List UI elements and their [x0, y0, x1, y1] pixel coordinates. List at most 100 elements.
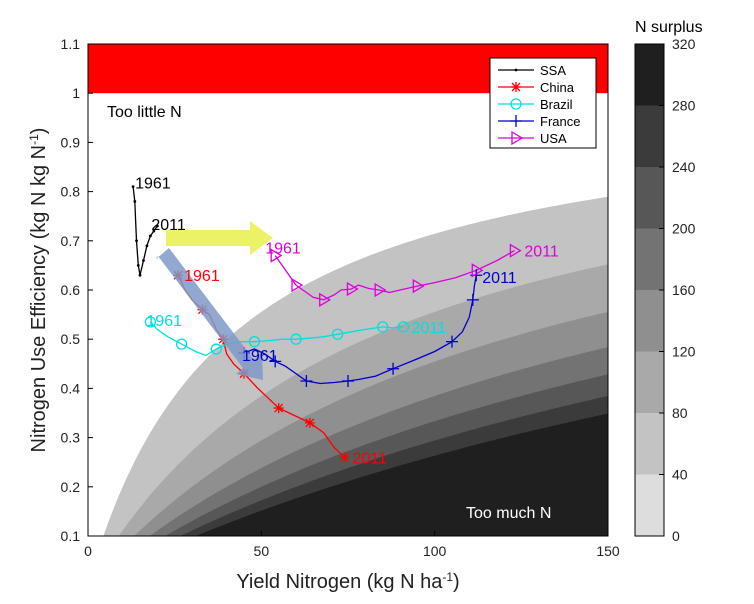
data-point: [510, 115, 522, 127]
data-point: [509, 243, 522, 258]
colorbar-cell: [635, 44, 664, 106]
data-point: [446, 335, 458, 348]
y-tick-label: 0.9: [61, 134, 81, 150]
data-point: [175, 338, 188, 350]
data-point: [374, 282, 387, 298]
data-point: [152, 229, 156, 233]
colorbar-tick-label: 0: [672, 528, 680, 544]
y-axis-title: Nitrogen Use Efficiency (kg N kg N-1): [27, 128, 50, 453]
legend-label: China: [540, 80, 575, 95]
x-tick-label: 150: [596, 543, 620, 559]
legend-label: France: [540, 114, 580, 129]
y-tick-label: 0.5: [61, 331, 81, 347]
colorbar-cell: [635, 105, 664, 167]
colorbar-tick-label: 280: [672, 98, 696, 114]
x-axis-title-sup: -1: [442, 570, 453, 584]
data-point: [511, 130, 524, 146]
surplus-bands: [103, 196, 608, 536]
surplus-band: [195, 413, 608, 536]
legend-label: USA: [540, 131, 567, 146]
data-point: [514, 68, 518, 72]
data-point: [269, 355, 282, 368]
data-point: [300, 375, 313, 388]
data-point: [138, 273, 142, 277]
series-end-label: 2011: [482, 270, 517, 287]
colorbar-cell: [635, 413, 664, 475]
series-end-label: 2011: [524, 244, 559, 261]
data-point: [387, 362, 400, 375]
y-tick-label: 0.8: [61, 184, 81, 200]
colorbar-tick-label: 160: [672, 282, 696, 298]
colorbar-cell: [635, 351, 664, 413]
series-labels: 1961 2011 1961 2011 1961 2011 1961 2011 1961 2011: [135, 176, 559, 468]
too-little-n-label: Too little N: [107, 104, 182, 121]
colorbar-tick-label: 200: [672, 221, 696, 237]
too-much-n-label: Too much N: [466, 505, 551, 522]
colorbar-tick-label: 80: [672, 405, 688, 421]
series-line-ssa: [132, 186, 158, 276]
data-point: [145, 244, 149, 248]
colorbar-title: N surplus: [635, 19, 703, 36]
data-point: [319, 292, 331, 307]
series-line-usa: [274, 250, 515, 301]
x-axis-ticks: 0 50 100 150: [84, 531, 620, 559]
data-point: [136, 264, 140, 267]
y-tick-label: 1.1: [61, 36, 81, 52]
colorbar-tick-label: 120: [672, 344, 696, 360]
colorbar-cell: [635, 474, 664, 536]
data-point: [377, 321, 389, 333]
data-point: [331, 328, 344, 340]
x-tick-label: 0: [84, 543, 92, 559]
data-point: [510, 98, 522, 110]
series-start-label: 1961: [146, 313, 182, 330]
legend-label: SSA: [540, 63, 566, 78]
data-point: [342, 375, 354, 388]
y-tick-label: 0.4: [61, 380, 81, 396]
legend: SSA China Brazil France USA: [489, 57, 597, 149]
data-point: [210, 343, 222, 355]
y-tick-label: 0.2: [61, 479, 81, 495]
y-tick-label: 0.7: [61, 233, 81, 249]
y-tick-label: 1: [72, 85, 80, 101]
colorbar-cell: [635, 290, 664, 352]
series-start-label: 1961: [135, 176, 171, 193]
data-point: [133, 200, 137, 203]
data-point: [412, 278, 425, 294]
series-end-label: 2011: [151, 217, 186, 234]
data-point: [248, 336, 261, 348]
data-point: [270, 248, 283, 263]
trend-arrow-right: [166, 221, 273, 255]
y-axis-title-end: ): [28, 128, 50, 135]
data-point: [273, 403, 284, 414]
data-point: [466, 293, 479, 306]
data-point: [471, 263, 484, 278]
series-start-label: 1961: [265, 241, 301, 258]
y-tick-label: 0.1: [61, 528, 81, 544]
data-point: [339, 452, 350, 463]
data-point: [155, 224, 159, 228]
data-point: [149, 234, 152, 238]
data-point: [135, 239, 138, 243]
series-end-label: 2011: [353, 450, 388, 467]
data-point: [397, 321, 410, 333]
data-point: [511, 82, 521, 92]
legend-box: [489, 57, 597, 149]
series-start-label: 1961: [242, 348, 278, 365]
data-point: [142, 259, 145, 262]
series-start-label: 1961: [184, 268, 220, 285]
data-point: [290, 333, 302, 345]
y-axis-title-sup: -1: [27, 134, 41, 145]
x-tick-label: 100: [423, 543, 447, 559]
series-end-label: 2011: [411, 320, 446, 337]
colorbar-tick-label: 240: [672, 159, 696, 175]
colorbar-cell: [635, 228, 664, 290]
y-tick-label: 0.3: [61, 430, 81, 446]
trend-arrow-down: [155, 248, 263, 380]
legend-label: Brazil: [540, 97, 573, 112]
data-point: [346, 281, 359, 297]
colorbar: N surplus 0 40 80 120 160 200 240 280 320: [634, 19, 703, 544]
x-tick-label: 50: [254, 543, 270, 559]
colorbar-tick-label: 40: [672, 467, 688, 483]
x-axis-title-end: ): [453, 571, 460, 593]
